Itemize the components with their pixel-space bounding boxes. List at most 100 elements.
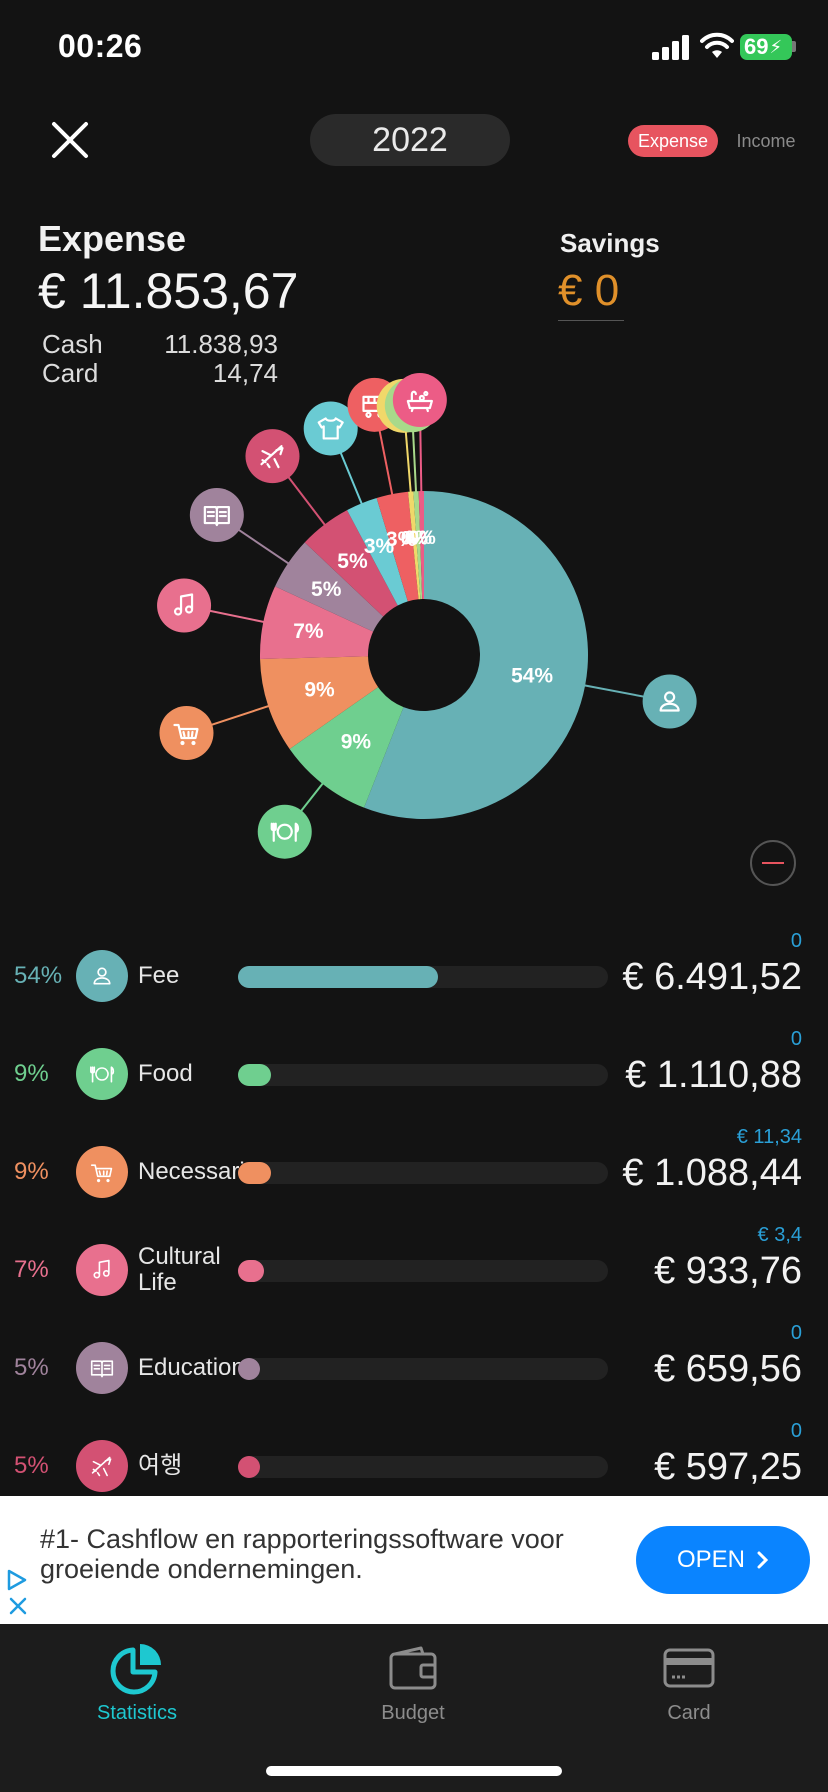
category-budget: € 3,4	[757, 1224, 802, 1246]
music-note-icon	[76, 1244, 128, 1296]
category-row[interactable]: 5% Education 0 € 659,56	[0, 1322, 828, 1420]
category-budget: 0	[790, 930, 802, 952]
ad-banner[interactable]: #1- Cashflow en rapporteringssoftware vo…	[0, 1496, 828, 1624]
category-progress-track	[238, 1064, 608, 1086]
collapse-button[interactable]	[750, 840, 796, 886]
expense-label: Expense	[38, 218, 187, 259]
slice-label-1: 9%	[341, 730, 372, 753]
donut-slice-8[interactable]	[408, 491, 421, 600]
category-percent: 9%	[14, 1158, 49, 1185]
donut-slice-3[interactable]	[260, 586, 374, 660]
category-row[interactable]: 54% Fee 0 € 6.491,52	[0, 930, 828, 1028]
category-amount: € 933,76	[654, 1250, 802, 1292]
slice-label-5: 5%	[337, 550, 368, 573]
category-progress-track	[238, 1162, 608, 1184]
slice-label-8: 0%	[401, 528, 429, 549]
battery-indicator: 69 ⚡	[740, 34, 792, 60]
donut-slice-2[interactable]	[260, 656, 379, 750]
callout-airplane-icon[interactable]	[245, 429, 300, 484]
tab-budget-label: Budget	[381, 1702, 445, 1724]
category-budget: 0	[790, 1420, 802, 1442]
donut-slice-9[interactable]	[413, 491, 423, 600]
tab-card[interactable]: Card	[599, 1640, 779, 1725]
category-progress-track	[238, 1260, 608, 1282]
tab-card-label: Card	[667, 1702, 711, 1724]
category-name: Necessaries	[138, 1158, 271, 1185]
slice-label-0: 54%	[511, 664, 553, 687]
category-row[interactable]: 7% Cultural Life € 3,4 € 933,76	[0, 1224, 828, 1322]
category-budget: 0	[790, 1028, 802, 1050]
donut-slice-7[interactable]	[376, 491, 419, 602]
tab-bar: Statistics Budget Card	[0, 1624, 828, 1792]
category-name: Education	[138, 1354, 245, 1381]
slice-label-6: 3%	[364, 535, 395, 558]
expense-total: € 11.853,67	[38, 263, 299, 319]
year-selector[interactable]: 2022	[310, 114, 510, 166]
adchoices-icon[interactable]	[6, 1568, 28, 1592]
status-time: 00:26	[58, 28, 143, 64]
callout-dinner-plate-icon[interactable]	[257, 804, 312, 859]
category-name: 여행	[138, 1452, 183, 1479]
expense-toggle[interactable]: Expense	[628, 125, 718, 157]
callout-book-icon[interactable]	[189, 488, 244, 543]
category-percent: 5%	[14, 1354, 49, 1381]
chevron-right-icon	[757, 1551, 769, 1569]
wifi-icon	[700, 32, 734, 58]
donut-slice-4[interactable]	[275, 542, 384, 632]
slice-label-9: 0%	[405, 528, 433, 549]
expense-donut-chart[interactable]: 54%9%9%7%5%5%3%3%0%0%0%	[0, 360, 828, 920]
donut-slice-0[interactable]	[364, 491, 589, 820]
savings-value[interactable]: € 0	[558, 266, 624, 321]
category-row[interactable]: 9% Food 0 € 1.110,88	[0, 1028, 828, 1126]
charging-bolt-icon: ⚡	[769, 36, 783, 57]
category-amount: € 6.491,52	[622, 956, 802, 998]
category-progress-fill	[238, 1064, 272, 1086]
donut-slice-1[interactable]	[289, 687, 404, 808]
category-progress-fill	[238, 1358, 260, 1380]
ad-text[interactable]: #1- Cashflow en rapporteringssoftware vo…	[40, 1524, 564, 1584]
donut-slice-10[interactable]	[418, 491, 424, 600]
callout-shopping-cart-icon[interactable]	[159, 706, 214, 761]
category-amount: € 1.088,44	[622, 1152, 802, 1194]
tab-budget[interactable]: Budget	[323, 1640, 503, 1725]
savings-label: Savings	[560, 228, 660, 258]
close-button[interactable]	[48, 118, 92, 162]
category-amount: € 659,56	[654, 1348, 802, 1390]
category-progress-track	[238, 966, 608, 988]
slice-label-3: 7%	[293, 620, 324, 643]
donut-slice-6[interactable]	[347, 497, 408, 606]
shopping-cart-icon	[76, 1146, 128, 1198]
book-icon	[76, 1342, 128, 1394]
category-percent: 7%	[14, 1256, 49, 1283]
callout-tshirt-icon[interactable]	[303, 401, 358, 456]
donut-slice-5[interactable]	[304, 510, 398, 617]
category-name: Fee	[138, 962, 180, 989]
minus-icon	[762, 862, 784, 864]
tab-statistics[interactable]: Statistics	[47, 1640, 227, 1725]
ad-open-button[interactable]: OPEN	[636, 1526, 810, 1594]
callout-bath-icon[interactable]	[392, 373, 447, 428]
cash-row: Cash 11.838,93	[42, 330, 278, 359]
card-label: Card	[42, 358, 99, 388]
battery-level: 69	[744, 34, 769, 59]
airplane-icon	[76, 1440, 128, 1492]
category-list: 54% Fee 0 € 6.491,52 9% Food 0 € 1.110,88 9% Nece…	[0, 930, 828, 1518]
category-budget: € 11,34	[736, 1126, 802, 1148]
category-row[interactable]: 5% 여행 0 € 597,25	[0, 1420, 828, 1518]
cash-value: 11.838,93	[164, 329, 278, 359]
category-name: Food	[138, 1060, 193, 1087]
cash-label: Cash	[42, 329, 103, 359]
category-progress-fill	[238, 1260, 264, 1282]
category-amount: € 1.110,88	[625, 1054, 802, 1096]
income-toggle[interactable]: Income	[736, 130, 796, 151]
callout-music-note-icon[interactable]	[157, 578, 212, 633]
pie-chart-icon	[110, 1644, 161, 1695]
slice-label-7: 3%	[386, 528, 417, 551]
category-budget: 0	[790, 1322, 802, 1344]
battery-tip	[792, 41, 796, 52]
callout-person-icon[interactable]	[642, 674, 697, 729]
cellular-signal-icon	[652, 35, 689, 60]
category-row[interactable]: 9% Necessaries € 11,34 € 1.088,44	[0, 1126, 828, 1224]
ad-close-icon[interactable]	[8, 1596, 28, 1616]
dinner-plate-icon	[76, 1048, 128, 1100]
